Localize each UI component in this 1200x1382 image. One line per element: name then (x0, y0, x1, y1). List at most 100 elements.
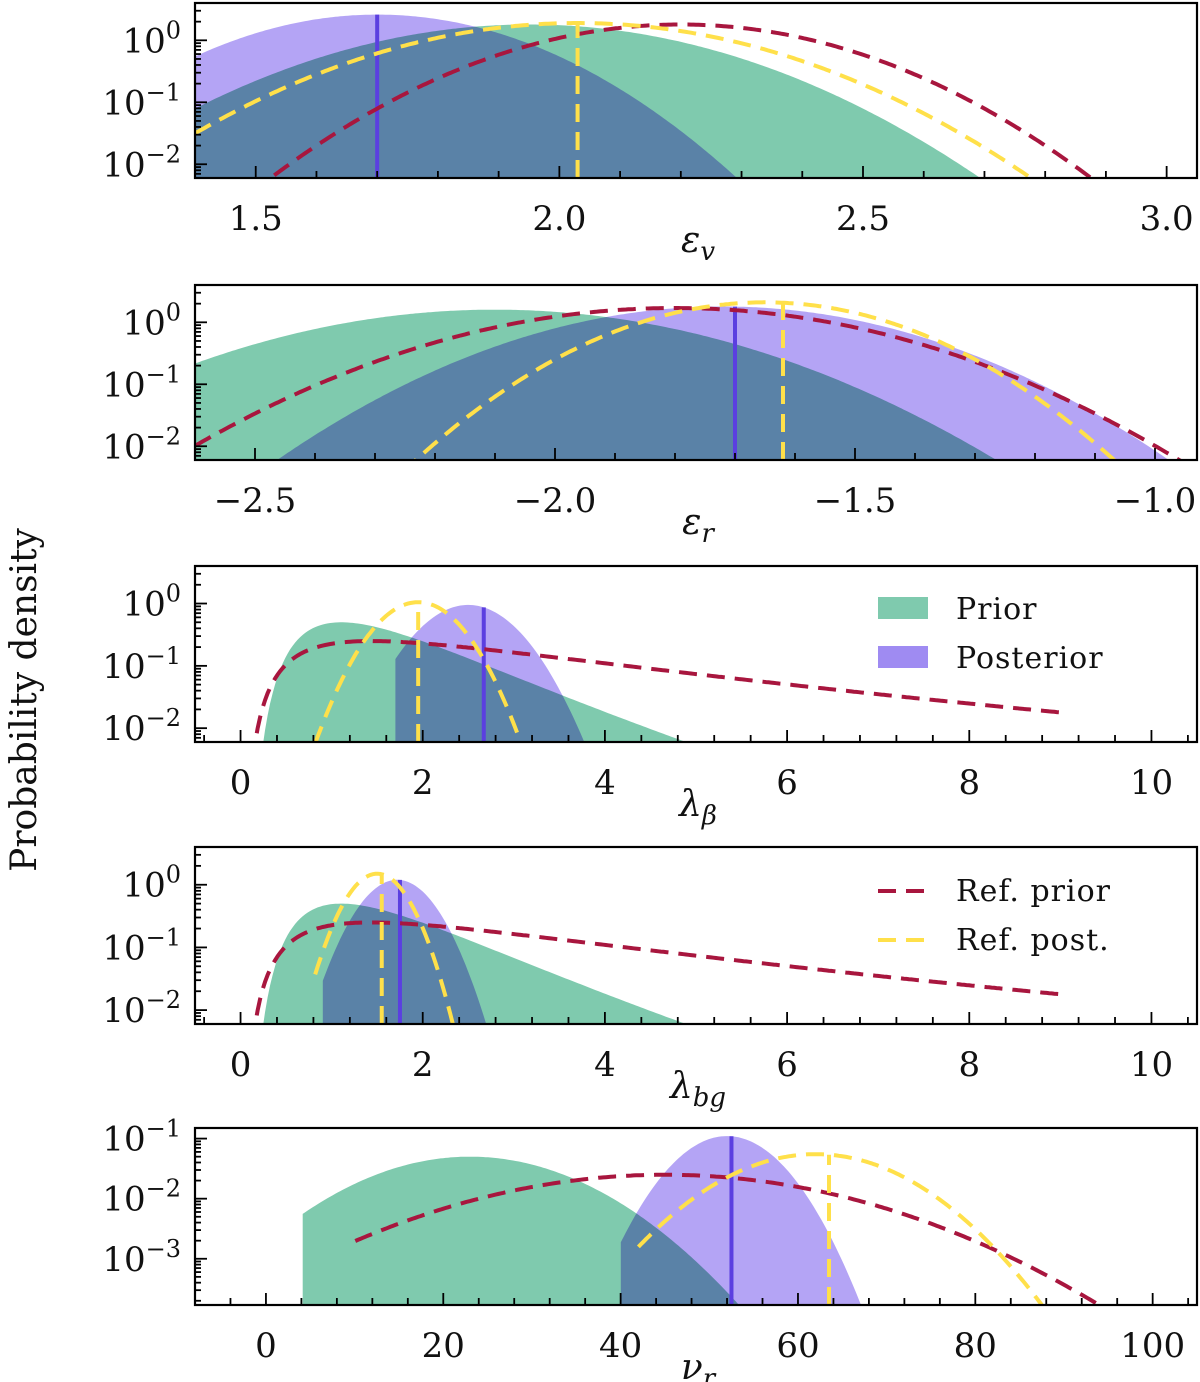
y-tick-base: 10 (102, 427, 145, 467)
ref-prior-curve (253, 920, 1060, 1024)
y-tick-base: 10 (102, 991, 145, 1031)
ref-prior-curve (354, 1172, 1104, 1305)
ref-post-curve (195, 21, 1035, 178)
x-tick-label: 10 (1130, 1045, 1173, 1085)
y-tick-exponent: 0 (166, 298, 181, 326)
axes-frame (193, 845, 1199, 1026)
x-axis-title: λβ (677, 784, 717, 831)
legend-swatch (878, 646, 928, 668)
posterior-area (620, 1136, 861, 1305)
y-tick-base: 10 (102, 1240, 145, 1280)
x-axis-symbol: λ (677, 784, 702, 825)
y-tick-exponent: −2 (146, 422, 181, 450)
x-axis-subscript: bg (693, 1083, 726, 1113)
x-tick-label: −2.0 (514, 481, 597, 521)
legend-entry-ref-post: Ref. post. (878, 923, 1110, 958)
y-tick-base: 10 (122, 585, 165, 625)
x-axis-subscript: v (700, 237, 715, 267)
plot-area (302, 1136, 1104, 1305)
y-tick-base: 10 (102, 83, 145, 123)
y-tick-label: 100 (122, 861, 181, 906)
x-axis-subscript: r (701, 519, 715, 549)
y-tick-exponent: −2 (146, 140, 181, 168)
x-axis-title: εv (681, 220, 715, 267)
axes-frame (193, 283, 1199, 462)
y-tick-base: 10 (102, 145, 145, 185)
y-tick-exponent: −1 (146, 923, 181, 951)
y-tick-base: 10 (122, 866, 165, 906)
x-tick-label: 4 (594, 763, 616, 803)
plot-area (253, 600, 1060, 742)
y-tick-label: 10−2 (102, 704, 181, 749)
plot-area (195, 300, 1184, 460)
posterior-area (395, 604, 585, 742)
y-tick-base: 10 (102, 1180, 145, 1220)
x-tick-label: 0 (230, 763, 252, 803)
y-tick-label: 10−2 (102, 140, 181, 185)
x-tick-label: 2.5 (836, 199, 890, 239)
y-tick-label: 10−1 (102, 78, 181, 123)
x-tick-label: 1.5 (229, 199, 283, 239)
y-tick-base: 10 (102, 928, 145, 968)
x-axis-title: εr (682, 502, 715, 549)
x-axis-subscript: β (701, 801, 717, 831)
ref-post-curve (313, 600, 523, 742)
axes-frame (193, 1, 1199, 180)
ref-prior-curve (195, 306, 1184, 460)
x-axis-title: νr (681, 1347, 717, 1382)
y-tick-label: 100 (122, 580, 181, 625)
y-tick-base: 10 (102, 1120, 145, 1160)
y-tick-base: 10 (122, 21, 165, 61)
x-tick-label: 3.0 (1140, 199, 1194, 239)
x-tick-label: 2.0 (532, 199, 586, 239)
posterior-area (322, 879, 487, 1024)
y-tick-label: 10−3 (102, 1235, 181, 1280)
y-tick-base: 10 (102, 709, 145, 749)
legend-label: Prior (956, 592, 1038, 627)
x-tick-label: 0 (255, 1326, 277, 1366)
y-tick-label: 10−1 (102, 923, 181, 968)
x-axis-subscript: r (703, 1364, 717, 1382)
y-tick-exponent: −3 (146, 1235, 181, 1263)
x-axis-symbol: ε (681, 220, 700, 261)
y-tick-exponent: −2 (146, 986, 181, 1014)
x-tick-label: −1.5 (814, 481, 897, 521)
x-axis-symbol: ν (681, 1347, 703, 1382)
y-tick-exponent: −2 (146, 704, 181, 732)
y-tick-exponent: 0 (166, 580, 181, 608)
ref-post-curve (313, 871, 455, 1024)
x-tick-label: 60 (776, 1326, 819, 1366)
y-tick-label: 10−1 (102, 360, 181, 405)
posterior-area (277, 306, 1169, 460)
y-tick-label: 10−2 (102, 422, 181, 467)
x-tick-label: −2.5 (214, 481, 297, 521)
legend-label: Posterior (956, 641, 1104, 676)
ref-prior-curve (253, 638, 1060, 742)
y-tick-label: 10−1 (102, 642, 181, 687)
axes-frame (193, 564, 1199, 744)
y-tick-base: 10 (122, 303, 165, 343)
ref-post-curve (412, 300, 1118, 460)
x-tick-label: 8 (958, 763, 980, 803)
x-tick-label: 2 (412, 1045, 434, 1085)
x-tick-label: −1.0 (1114, 481, 1197, 521)
y-tick-exponent: −1 (146, 360, 181, 388)
y-axis-title: Probability density (4, 527, 45, 871)
y-tick-label: 10−2 (102, 986, 181, 1031)
y-tick-base: 10 (102, 365, 145, 405)
y-tick-label: 10−2 (102, 1175, 181, 1220)
legend-label: Ref. post. (956, 923, 1110, 958)
legend-swatch (878, 597, 928, 619)
x-tick-label: 40 (599, 1326, 642, 1366)
x-axis-title: λbg (668, 1066, 726, 1113)
x-tick-label: 6 (776, 1045, 798, 1085)
x-tick-label: 0 (230, 1045, 252, 1085)
legend-label: Ref. prior (956, 874, 1111, 909)
x-tick-label: 6 (776, 763, 798, 803)
y-tick-exponent: −2 (146, 1175, 181, 1203)
legend-entry-posterior: Posterior (878, 641, 1104, 676)
y-tick-base: 10 (102, 647, 145, 687)
